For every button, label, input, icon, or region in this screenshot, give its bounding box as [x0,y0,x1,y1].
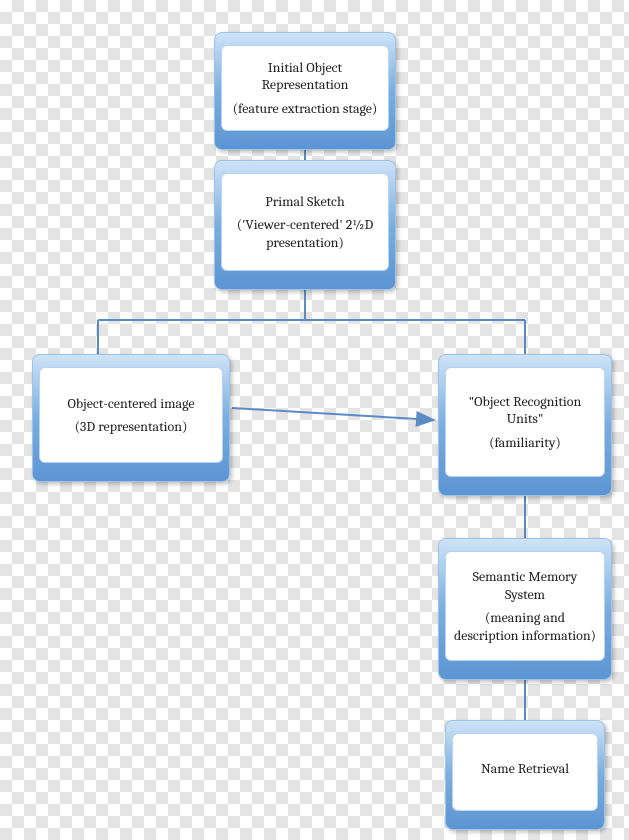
node-title: Object-centered image [67,395,194,413]
node-title: "Object Recognition Units" [452,393,598,428]
edge-arrow-n3-n4 [232,408,434,420]
node-title: Initial Object Representation [228,59,382,94]
node-semantic-memory-system: Semantic Memory System (meaning and desc… [438,538,612,680]
node-subtitle: (meaning and description information) [452,609,598,644]
diagram-canvas: Initial Object Representation (feature e… [0,0,629,840]
node-subtitle: (3D representation) [75,418,188,436]
node-title: Name Retrieval [481,760,569,778]
node-subtitle: ('Viewer-centered' 2½D presentation) [228,216,382,251]
node-object-centered-image: Object-centered image (3D representation… [32,354,230,482]
node-primal-sketch: Primal Sketch ('Viewer-centered' 2½D pre… [214,160,396,290]
node-object-recognition-units: "Object Recognition Units" (familiarity) [438,354,612,496]
node-title: Primal Sketch [265,193,344,211]
node-subtitle: (familiarity) [489,434,561,452]
node-name-retrieval: Name Retrieval [445,720,605,830]
node-initial-object-representation: Initial Object Representation (feature e… [214,32,396,150]
node-title: Semantic Memory System [452,568,598,603]
node-subtitle: (feature extraction stage) [233,100,378,118]
